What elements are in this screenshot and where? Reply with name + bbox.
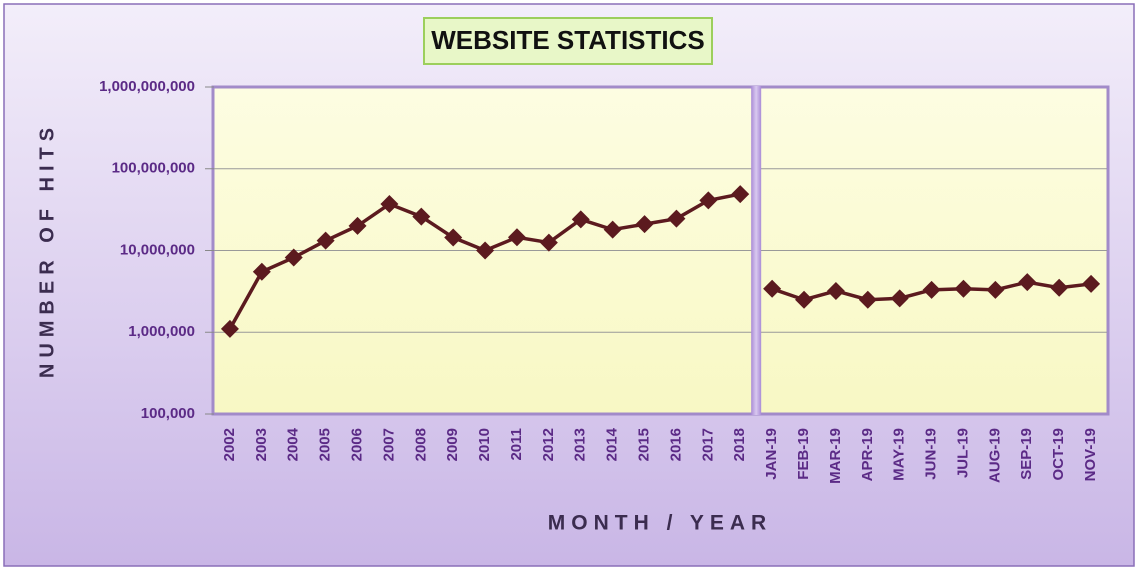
- x-tick-label: JAN-19: [763, 428, 780, 480]
- x-tick-label: 2013: [572, 428, 589, 461]
- x-tick-label: NOV-19: [1082, 428, 1099, 481]
- x-tick-label: 2004: [285, 427, 302, 461]
- data-point: [731, 185, 750, 204]
- y-tick-label: 100,000: [141, 405, 195, 422]
- data-point: [412, 207, 431, 226]
- y-axis-title: NUMBER OF HITS: [36, 122, 58, 378]
- x-tick-label: 2011: [508, 428, 525, 461]
- y-tick-label: 10,000,000: [120, 241, 195, 258]
- data-point: [603, 220, 622, 239]
- x-tick-label: 2007: [380, 428, 397, 461]
- chart-title: WEBSITE STATISTICS: [431, 25, 704, 55]
- x-tick-label: SEP-19: [1018, 428, 1035, 480]
- data-point: [1082, 274, 1101, 293]
- x-tick-label: APR-19: [859, 428, 876, 481]
- y-tick-label: 100,000,000: [112, 160, 195, 177]
- x-tick-label: 2018: [731, 428, 748, 461]
- x-tick-label: 2003: [253, 428, 270, 461]
- data-point: [795, 290, 814, 309]
- data-point: [252, 262, 271, 281]
- data-point: [380, 195, 399, 214]
- x-tick-label: 2017: [699, 428, 716, 461]
- x-tick-label: 2006: [348, 428, 365, 461]
- data-point: [539, 233, 558, 252]
- data-point: [635, 215, 654, 234]
- data-point: [986, 280, 1005, 299]
- data-point: [954, 279, 973, 298]
- data-point: [316, 231, 335, 250]
- data-point: [476, 241, 495, 260]
- data-point: [571, 210, 590, 229]
- data-point: [284, 248, 303, 267]
- x-tick-label: 2008: [412, 428, 429, 461]
- data-point: [1018, 273, 1037, 292]
- x-tick-label: JUN-19: [923, 428, 940, 480]
- x-tick-label: MAY-19: [891, 428, 908, 481]
- data-point: [699, 191, 718, 210]
- x-tick-label: 2014: [604, 427, 621, 461]
- data-point: [507, 228, 526, 247]
- x-tick-label: 2005: [317, 428, 334, 461]
- data-point: [858, 290, 877, 309]
- data-point: [826, 281, 845, 300]
- x-tick-label: 2009: [444, 428, 461, 461]
- x-tick-label: JUL-19: [954, 428, 971, 478]
- data-point: [1050, 278, 1069, 297]
- x-tick-label: OCT-19: [1050, 428, 1067, 481]
- x-tick-label: MAR-19: [827, 428, 844, 484]
- x-axis-title: MONTH / YEAR: [548, 512, 772, 535]
- x-tick-label: 2010: [476, 428, 493, 461]
- title-box: [423, 17, 713, 65]
- x-tick-label: 2016: [667, 428, 684, 461]
- data-point: [348, 216, 367, 235]
- x-tick-label: AUG-19: [986, 428, 1003, 483]
- x-tick-label: FEB-19: [795, 428, 812, 480]
- x-tick-label: 2002: [221, 428, 238, 461]
- data-point: [890, 289, 909, 308]
- data-point: [444, 228, 463, 247]
- x-tick-label: 2012: [540, 428, 557, 461]
- x-tick-label: 2015: [636, 428, 653, 461]
- y-tick-label: 1,000,000: [128, 323, 195, 340]
- y-tick-label: 1,000,000,000: [99, 78, 195, 95]
- divider: [751, 86, 762, 415]
- data-point: [220, 319, 239, 338]
- data-point: [763, 279, 782, 298]
- data-point: [922, 280, 941, 299]
- data-point: [667, 209, 686, 228]
